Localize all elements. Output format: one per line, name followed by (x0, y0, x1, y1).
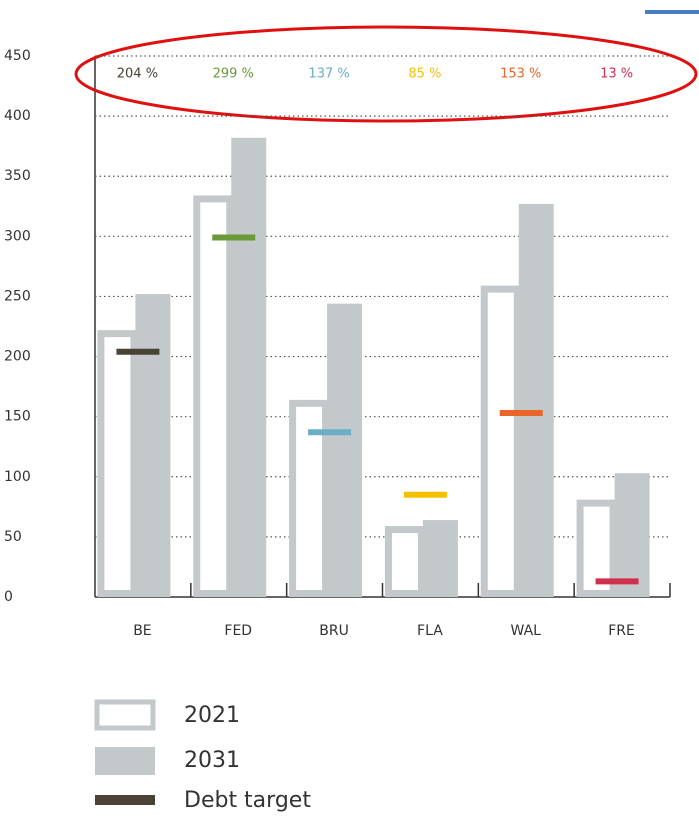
bar (518, 203, 554, 597)
y-tick-label: 200 (4, 349, 31, 365)
x-tick-label: FRE (608, 623, 635, 639)
highlight-ellipse (74, 25, 698, 123)
bar (135, 294, 171, 597)
bar (480, 285, 521, 597)
legend-label: 2021 (184, 703, 240, 728)
value-label: 153 % (500, 67, 541, 82)
legend-swatch (95, 795, 155, 805)
value-label: 137 % (308, 67, 349, 82)
value-label: 299 % (213, 67, 254, 82)
x-tick-label: WAL (511, 623, 542, 639)
y-tick-label: 450 (4, 48, 31, 64)
y-tick-label: 150 (4, 409, 31, 425)
y-tick-label: 100 (4, 469, 31, 485)
bar (614, 473, 650, 597)
bar (327, 303, 363, 597)
y-tick-label: 0 (4, 589, 13, 605)
bar (384, 526, 425, 598)
y-tick-label: 250 (4, 288, 31, 304)
bar (193, 195, 234, 598)
y-tick-label: 300 (4, 228, 31, 244)
bar (422, 520, 458, 597)
legend-label: Debt target (184, 788, 311, 813)
legend-label: 2031 (184, 748, 240, 773)
bar (231, 137, 267, 598)
bar (97, 330, 138, 597)
value-label: 13 % (600, 67, 633, 82)
legend-swatch (94, 699, 156, 731)
x-tick-label: BRU (319, 623, 349, 639)
x-tick-label: FLA (417, 623, 443, 639)
value-label: 85 % (408, 67, 441, 82)
y-tick-label: 400 (4, 108, 31, 124)
y-tick-label: 50 (4, 529, 22, 545)
value-label: 204 % (117, 67, 158, 82)
y-tick-label: 350 (4, 168, 31, 184)
x-tick-label: FED (224, 623, 252, 639)
x-tick-label: BE (133, 623, 151, 639)
legend-swatch (95, 747, 155, 775)
